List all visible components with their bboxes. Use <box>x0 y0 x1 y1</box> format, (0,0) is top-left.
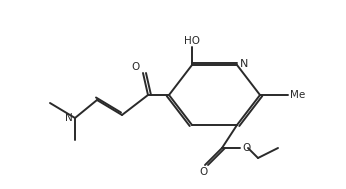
Text: Me: Me <box>290 90 305 100</box>
Text: N: N <box>240 59 248 69</box>
Text: HO: HO <box>184 36 200 46</box>
Text: O: O <box>132 62 140 72</box>
Text: N: N <box>65 113 73 123</box>
Text: O: O <box>199 167 207 177</box>
Text: O: O <box>242 143 250 153</box>
